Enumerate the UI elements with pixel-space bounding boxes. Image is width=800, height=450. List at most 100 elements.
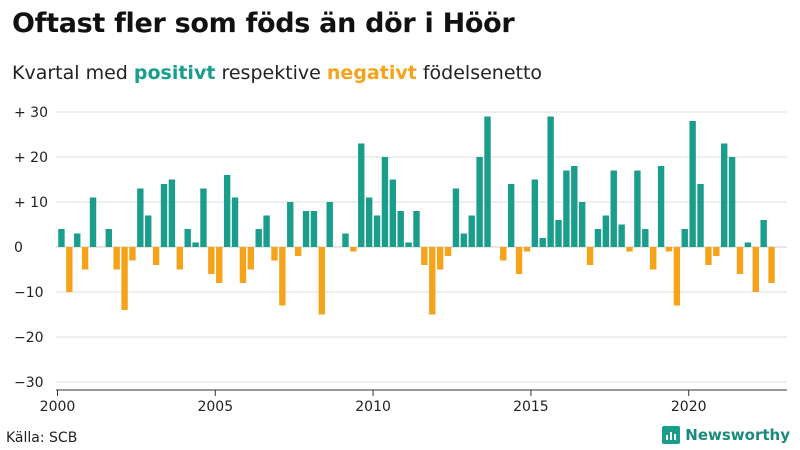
bar — [342, 233, 349, 247]
subtitle-prefix: Kvartal med — [12, 62, 134, 84]
bar — [705, 247, 712, 265]
y-tick-label: + 10 — [14, 195, 48, 211]
x-tick-label: 2020 — [671, 399, 707, 415]
bar — [318, 247, 326, 315]
bar — [744, 242, 752, 247]
bar — [105, 229, 112, 247]
bar — [287, 202, 294, 247]
bar — [728, 157, 736, 247]
chart-axes: + 30 + 20 + 10 0 −10 −20 −30 2000 2005 2010 2015 20… — [14, 105, 787, 415]
bar — [413, 211, 420, 247]
bar — [137, 188, 144, 247]
subtitle-negative: negativt — [326, 62, 417, 84]
bar — [129, 247, 136, 261]
x-tick-label: 2000 — [40, 399, 76, 415]
bar — [752, 247, 759, 292]
bar — [389, 179, 397, 247]
bar — [263, 215, 270, 247]
x-tick-label: 2010 — [355, 399, 391, 415]
bar — [89, 197, 97, 247]
bar — [365, 197, 373, 247]
bar — [484, 116, 491, 247]
bar — [310, 211, 318, 247]
bar — [768, 247, 775, 283]
y-tick-label: + 30 — [14, 105, 48, 121]
bar — [634, 170, 641, 247]
bar — [523, 247, 531, 252]
brand-name: Newsworthy — [685, 426, 790, 444]
bar — [760, 220, 767, 247]
bar — [216, 247, 223, 283]
bar — [192, 242, 199, 247]
bar — [255, 229, 262, 247]
bar — [736, 247, 744, 274]
bar — [563, 170, 570, 247]
bar — [650, 247, 657, 270]
bar — [239, 247, 247, 283]
bar — [665, 247, 673, 252]
bar — [381, 157, 389, 247]
bar — [160, 184, 168, 247]
y-tick-label: −10 — [14, 285, 44, 301]
bar — [113, 247, 120, 270]
bar — [429, 247, 436, 315]
bar — [602, 215, 610, 247]
subtitle-suffix: födelsenetto — [416, 62, 543, 84]
bar — [626, 247, 633, 252]
bar — [121, 247, 128, 310]
bar — [81, 247, 89, 270]
bar — [421, 247, 428, 265]
bar — [571, 166, 578, 247]
bar — [507, 184, 515, 247]
bar — [350, 247, 357, 252]
y-tick-label: −20 — [14, 330, 44, 346]
bar — [476, 157, 483, 247]
bar — [223, 175, 231, 247]
bar — [610, 170, 617, 247]
bar — [452, 188, 460, 247]
bar-chart: + 30 + 20 + 10 0 −10 −20 −30 2000 2005 2010 2015 20… — [14, 105, 787, 415]
bar — [689, 121, 696, 247]
newsworthy-logo-icon — [662, 426, 681, 444]
y-tick-label: 0 — [14, 240, 23, 256]
bar — [555, 220, 562, 247]
bar — [547, 116, 554, 247]
bar — [279, 247, 286, 306]
y-tick-label: −30 — [14, 375, 44, 391]
y-tick-label: + 20 — [14, 150, 48, 166]
bar — [515, 247, 523, 274]
brand: Newsworthy — [662, 426, 790, 444]
bar — [208, 247, 215, 274]
bar — [539, 238, 546, 247]
bar — [200, 188, 207, 247]
bar — [302, 211, 310, 247]
bar — [578, 202, 586, 247]
bar — [358, 143, 365, 247]
bar — [58, 229, 65, 247]
bar — [397, 211, 404, 247]
bar — [152, 247, 160, 265]
bar — [271, 247, 278, 261]
bar — [713, 247, 720, 256]
bar — [326, 202, 333, 247]
bar — [673, 247, 681, 306]
bar — [618, 224, 625, 247]
bar — [721, 143, 728, 247]
bar — [697, 184, 704, 247]
bar — [436, 247, 444, 270]
bar — [168, 179, 176, 247]
bar — [247, 247, 254, 270]
bar — [460, 233, 468, 247]
chart-bars — [58, 116, 775, 315]
bar — [184, 229, 191, 247]
bar — [657, 166, 665, 247]
x-tick-label: 2015 — [513, 399, 549, 415]
bar — [231, 197, 239, 247]
subtitle-positive: positivt — [133, 62, 216, 84]
x-tick-label: 2005 — [197, 399, 233, 415]
bar — [373, 215, 381, 247]
bar — [176, 247, 183, 270]
bar — [531, 179, 539, 247]
bar — [586, 247, 594, 265]
bar — [405, 242, 412, 247]
